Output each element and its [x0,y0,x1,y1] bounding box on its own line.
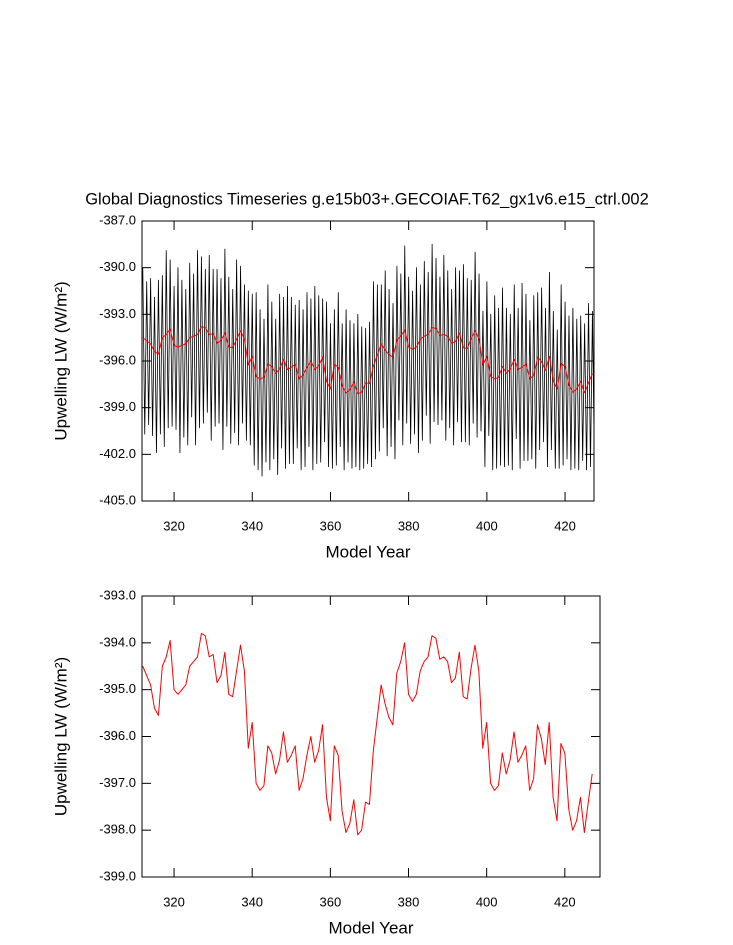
y-tick-label: -396.0 [99,728,136,743]
data-line [142,326,593,395]
y-tick-label: -387.0 [99,212,136,227]
y-tick-label: -394.0 [99,634,136,649]
y-tick-label: -393.0 [99,587,136,602]
y-axis-label: Upwelling LW (W/m²) [51,657,70,816]
y-tick-label: -405.0 [99,492,136,507]
x-tick-label: 400 [476,518,498,533]
chart-title: Global Diagnostics Timeseries g.e15b03+.… [85,190,649,208]
x-tick-label: 360 [320,894,342,909]
x-tick-label: 380 [398,518,420,533]
y-tick-label: -390.0 [99,259,136,274]
y-tick-label: -398.0 [99,822,136,837]
y-tick-label: -393.0 [99,306,136,321]
x-tick-label: 320 [163,894,185,909]
x-tick-label: 320 [163,518,185,533]
y-tick-label: -402.0 [99,446,136,461]
x-axis-label: Model Year [325,542,410,561]
y-tick-label: -396.0 [99,352,136,367]
y-axis-label: Upwelling LW (W/m²) [51,281,70,440]
y-tick-label: -397.0 [99,775,136,790]
data-line [142,243,594,477]
data-line [142,632,593,836]
x-tick-label: 340 [241,894,263,909]
x-tick-label: 420 [554,894,576,909]
y-tick-label: -399.0 [99,399,136,414]
x-tick-label: 340 [241,518,263,533]
x-tick-label: 420 [554,518,576,533]
x-tick-label: 380 [398,894,420,909]
y-tick-label: -395.0 [99,681,136,696]
x-tick-label: 360 [320,518,342,533]
x-axis-label: Model Year [328,918,413,937]
y-tick-label: -399.0 [99,868,136,883]
x-tick-label: 400 [476,894,498,909]
plot-frame [141,595,601,878]
